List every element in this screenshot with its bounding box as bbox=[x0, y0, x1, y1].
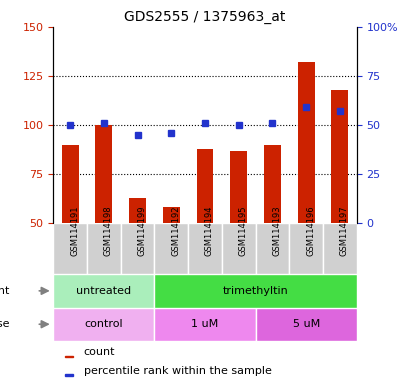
Text: dose: dose bbox=[0, 319, 9, 329]
FancyBboxPatch shape bbox=[154, 274, 356, 308]
Bar bbox=[65, 374, 73, 376]
Bar bbox=[230, 151, 247, 223]
Text: untreated: untreated bbox=[76, 286, 131, 296]
Bar bbox=[65, 356, 73, 358]
FancyBboxPatch shape bbox=[255, 223, 289, 274]
Bar bbox=[129, 198, 146, 223]
FancyBboxPatch shape bbox=[120, 223, 154, 274]
FancyBboxPatch shape bbox=[154, 223, 188, 274]
FancyBboxPatch shape bbox=[289, 223, 322, 274]
Text: 5 uM: 5 uM bbox=[292, 319, 319, 329]
Text: GSM114196: GSM114196 bbox=[306, 205, 315, 256]
Bar bbox=[263, 145, 280, 223]
Text: count: count bbox=[83, 347, 115, 357]
Text: GSM114191: GSM114191 bbox=[70, 205, 79, 256]
FancyBboxPatch shape bbox=[221, 223, 255, 274]
Text: trimethyltin: trimethyltin bbox=[222, 286, 288, 296]
Text: GSM114199: GSM114199 bbox=[137, 205, 146, 256]
Text: GSM114195: GSM114195 bbox=[238, 205, 247, 256]
FancyBboxPatch shape bbox=[87, 223, 120, 274]
Text: percentile rank within the sample: percentile rank within the sample bbox=[83, 366, 271, 376]
FancyBboxPatch shape bbox=[154, 308, 255, 341]
Text: GSM114193: GSM114193 bbox=[272, 205, 281, 256]
Bar bbox=[95, 125, 112, 223]
Bar bbox=[62, 145, 79, 223]
FancyBboxPatch shape bbox=[188, 223, 221, 274]
Bar bbox=[196, 149, 213, 223]
FancyBboxPatch shape bbox=[322, 223, 356, 274]
Bar bbox=[162, 207, 179, 223]
Text: GSM114192: GSM114192 bbox=[171, 205, 180, 256]
FancyBboxPatch shape bbox=[255, 308, 356, 341]
Bar bbox=[330, 90, 347, 223]
Text: control: control bbox=[84, 319, 123, 329]
Bar bbox=[297, 62, 314, 223]
Text: GSM114194: GSM114194 bbox=[204, 205, 213, 256]
FancyBboxPatch shape bbox=[53, 223, 87, 274]
Text: GSM114198: GSM114198 bbox=[103, 205, 112, 256]
Text: 1 uM: 1 uM bbox=[191, 319, 218, 329]
Text: GSM114197: GSM114197 bbox=[339, 205, 348, 256]
Title: GDS2555 / 1375963_at: GDS2555 / 1375963_at bbox=[124, 10, 285, 25]
FancyBboxPatch shape bbox=[53, 274, 154, 308]
FancyBboxPatch shape bbox=[53, 308, 154, 341]
Text: agent: agent bbox=[0, 286, 9, 296]
